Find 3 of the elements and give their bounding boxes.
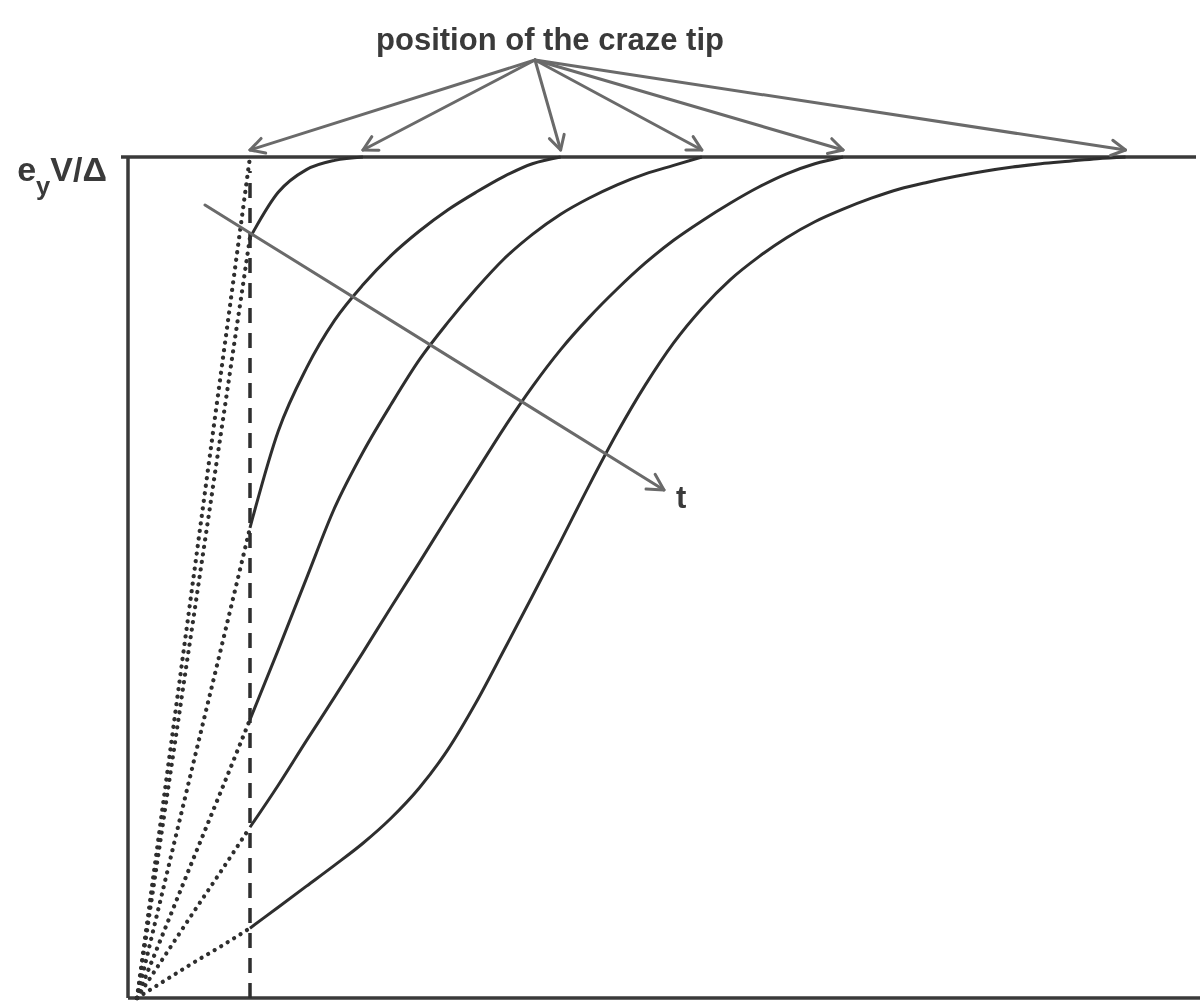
ref-line-label: e$_{y}$V/Δ bbox=[17, 150, 107, 200]
text: position of the craze tip bbox=[376, 22, 724, 57]
annotation: t bbox=[676, 480, 687, 515]
